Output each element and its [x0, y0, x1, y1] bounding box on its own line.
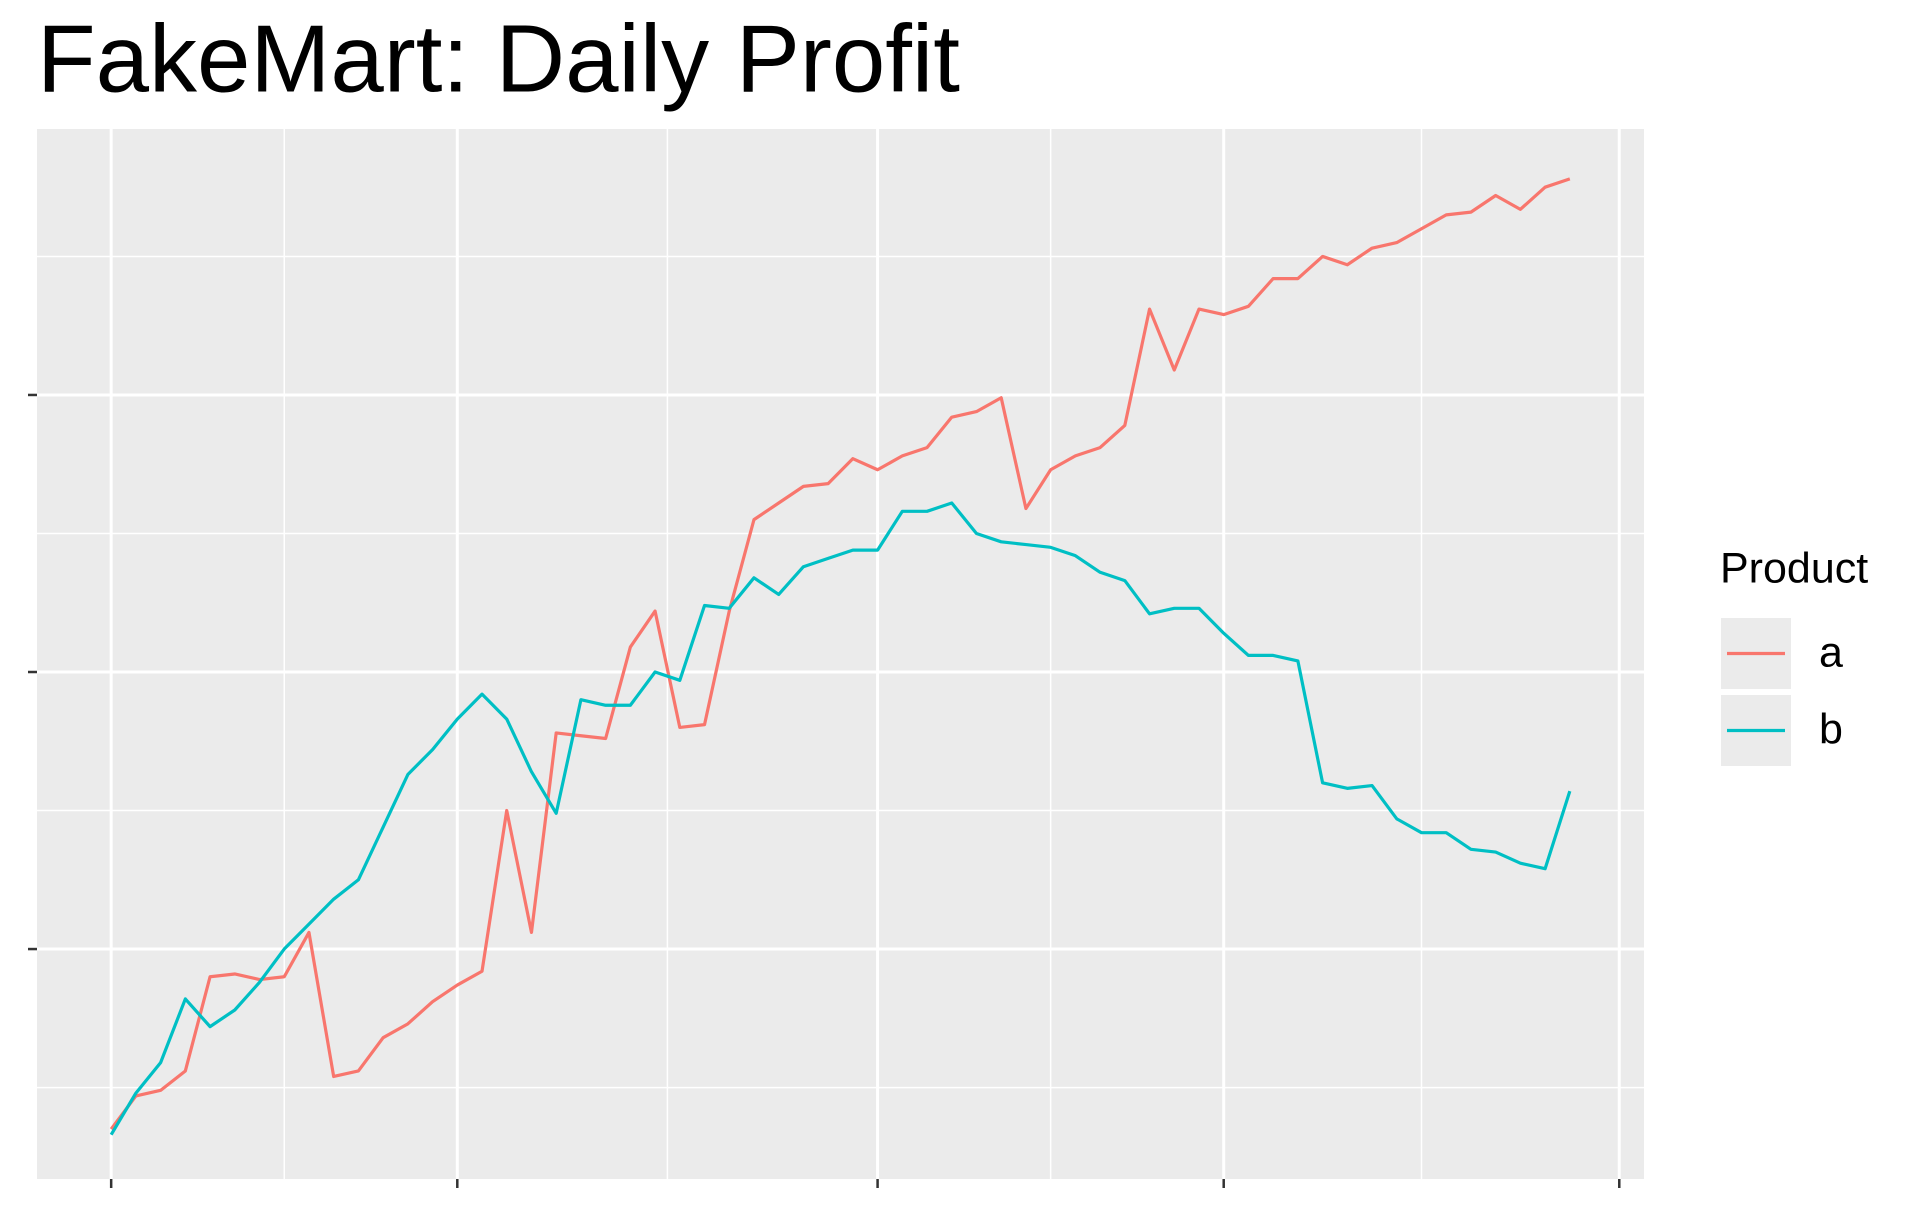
- plot-background: [37, 129, 1644, 1179]
- line-series: [109, 501, 1572, 1136]
- chart-title: FakeMart: Daily Profit: [37, 5, 960, 112]
- legend-label: a: [1819, 628, 1843, 676]
- legend-title: Product: [1720, 544, 1868, 592]
- line-series: [109, 177, 1571, 1131]
- legend-label: b: [1819, 705, 1843, 753]
